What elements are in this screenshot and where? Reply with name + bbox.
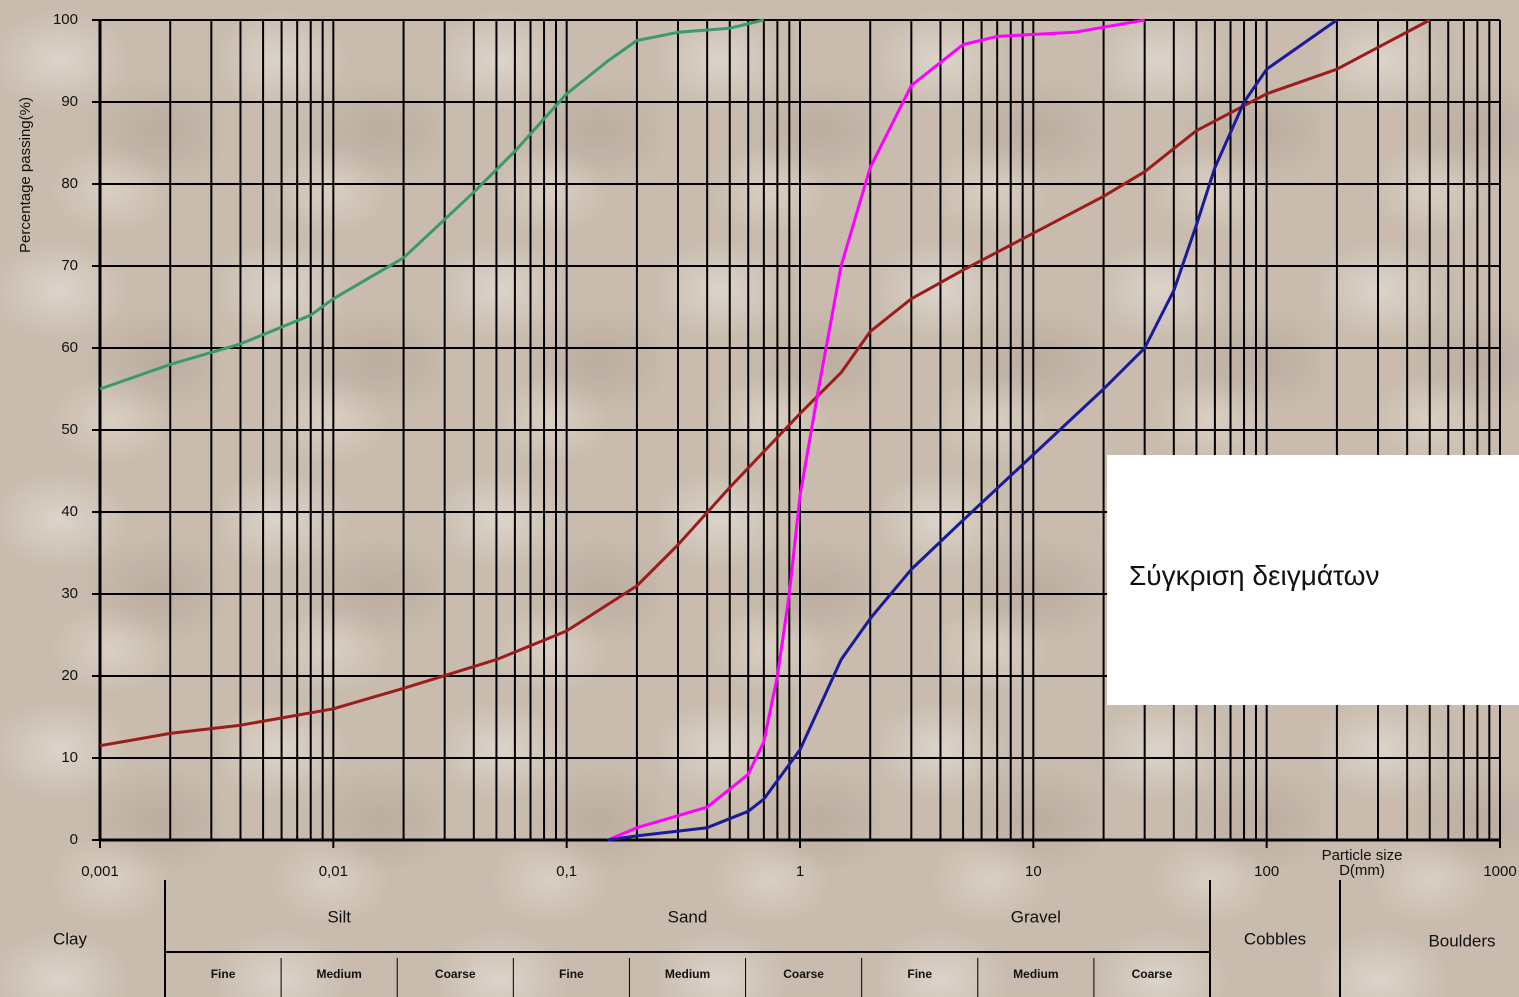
subclass-label: Fine <box>211 967 236 981</box>
x-tick-label: 1 <box>796 863 804 880</box>
class-label: Cobbles <box>1244 929 1306 948</box>
y-tick-label: 90 <box>61 93 78 110</box>
subclass-label: Medium <box>316 967 361 981</box>
data-line <box>99 18 765 391</box>
class-label: Sand <box>668 907 708 926</box>
overlay-text: Σύγκριση δειγμάτων <box>1129 560 1380 591</box>
subclass-label: Medium <box>1013 967 1058 981</box>
y-tick-label: 70 <box>61 257 78 274</box>
class-label: Silt <box>327 907 351 926</box>
subclass-label: Coarse <box>435 967 476 981</box>
subclass-label: Medium <box>665 967 710 981</box>
y-tick-label: 40 <box>61 503 78 520</box>
overlay-box: Σύγκριση δειγμάτων <box>1107 455 1519 705</box>
class-label: Boulders <box>1428 931 1495 950</box>
class-label: Gravel <box>1011 907 1061 926</box>
x-axis-label: Particle size D(mm) <box>1321 847 1403 879</box>
x-tick-label: 0,001 <box>81 863 119 880</box>
y-axis-label: Percentage passing(%) <box>17 97 34 253</box>
subclass-label: Fine <box>907 967 932 981</box>
x-tick-label: 10 <box>1025 863 1042 880</box>
subclass-label: Coarse <box>783 967 824 981</box>
y-tick-label: 50 <box>61 421 78 438</box>
subclass-label: Coarse <box>1132 967 1173 981</box>
y-tick-label: 20 <box>61 667 78 684</box>
data-line <box>99 18 1431 748</box>
y-tick-label: 30 <box>61 585 78 602</box>
class-label: Clay <box>53 929 88 948</box>
y-tick-label: 0 <box>70 831 78 848</box>
y-tick-label: 60 <box>61 339 78 356</box>
y-tick-label: 100 <box>53 11 78 28</box>
y-tick-label: 80 <box>61 175 78 192</box>
x-tick-label: 0,1 <box>556 863 577 880</box>
x-tick-label: 100 <box>1254 863 1279 880</box>
x-tick-label: 0,01 <box>319 863 348 880</box>
subclass-label: Fine <box>559 967 584 981</box>
data-line <box>607 18 1145 842</box>
data-line <box>607 18 1338 842</box>
y-tick-label: 10 <box>61 749 78 766</box>
x-tick-label: 1000 <box>1483 863 1516 880</box>
